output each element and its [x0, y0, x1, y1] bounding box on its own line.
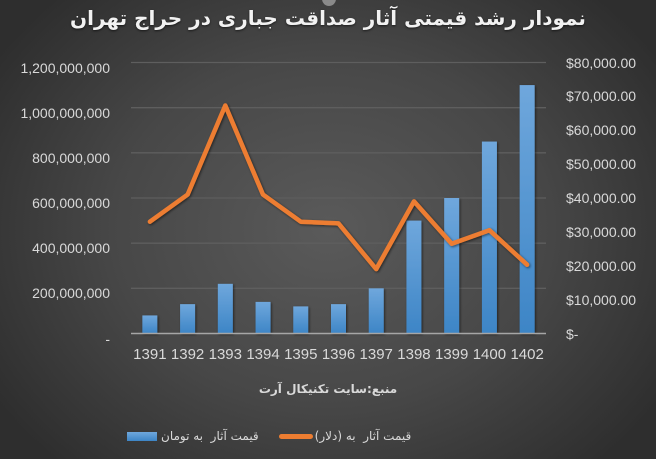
- selection-handle[interactable]: [322, 0, 336, 6]
- x-axis-tick: 1391: [133, 346, 167, 363]
- x-axis-tick: 1397: [359, 346, 393, 363]
- right-axis-tick: $70,000.00: [566, 88, 637, 105]
- legend-label: قیمت آثار به تومان: [161, 429, 259, 443]
- dollar-price-line[interactable]: [147, 103, 530, 272]
- right-axis-tick: $50,000.00: [566, 156, 637, 173]
- line-swatch-icon: [278, 433, 313, 439]
- bar-1397[interactable]: [368, 288, 384, 334]
- bar-swatch-icon: [127, 431, 157, 441]
- left-axis-tick: 200,000,000: [32, 285, 110, 302]
- left-axis-tick: 800,000,000: [32, 149, 110, 166]
- bar-1399[interactable]: [444, 198, 460, 334]
- x-axis-tick: 1398: [397, 346, 431, 363]
- right-axis-tick: $30,000.00: [566, 223, 637, 240]
- x-axis-tick: 1395: [284, 346, 318, 363]
- legend-label: قیمت آثار به (دلار): [314, 429, 412, 443]
- chart-title: نمودار رشد قیمتی آثار صداقت جباری در حرا…: [70, 6, 586, 30]
- bar-1394[interactable]: [255, 301, 271, 334]
- bar-1393[interactable]: [217, 283, 233, 334]
- right-axis-tick: $80,000.00: [566, 54, 637, 71]
- legend: قیمت آثار به تومان قیمت آثار به (دلار): [127, 428, 431, 444]
- right-axis-tick: $10,000.00: [566, 291, 637, 308]
- left-axis-tick: 400,000,000: [32, 240, 110, 257]
- bar-1391[interactable]: [142, 315, 158, 334]
- bar-1402[interactable]: [519, 85, 535, 334]
- bar-1395[interactable]: [293, 306, 309, 334]
- x-axis-tick: 1396: [321, 346, 356, 363]
- source-label: منبع:سایت تکنیکال آرت: [258, 382, 398, 396]
- right-axis-tick: $60,000.00: [566, 122, 637, 139]
- bar-1400[interactable]: [481, 141, 497, 334]
- bar-1392[interactable]: [180, 304, 196, 334]
- x-axis-tick: 1399: [434, 346, 469, 363]
- bar-1398[interactable]: [406, 220, 422, 334]
- legend-item-toman[interactable]: قیمت آثار به تومان: [127, 429, 259, 443]
- right-axis-tick: $40,000.00: [566, 190, 637, 206]
- left-axis-tick: 1,200,000,000: [20, 59, 110, 76]
- x-axis-tick: 1393: [208, 346, 242, 363]
- right-axis-tick: $-: [566, 325, 579, 342]
- left-axis-tick: -: [105, 330, 110, 347]
- right-axis-tick: $20,000.00: [566, 257, 637, 274]
- x-axis-tick: 1392: [170, 346, 205, 363]
- left-axis-tick: 600,000,000: [32, 195, 110, 211]
- x-axis-tick: 1402: [510, 346, 544, 363]
- left-axis-tick: 1,000,000,000: [20, 104, 110, 121]
- legend-item-dollar[interactable]: قیمت آثار به (دلار): [278, 429, 412, 443]
- bar-1396[interactable]: [331, 304, 346, 334]
- x-axis-tick: 1400: [472, 346, 507, 363]
- x-axis-tick: 1394: [246, 346, 280, 363]
